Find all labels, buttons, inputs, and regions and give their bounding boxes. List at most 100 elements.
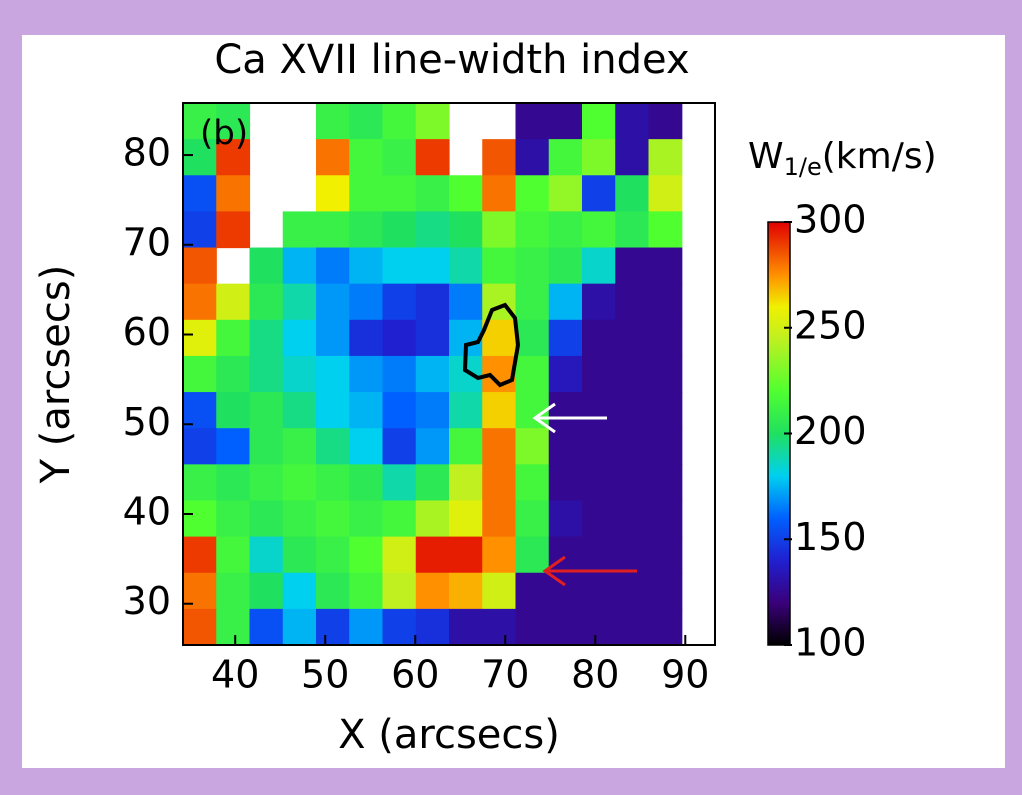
heatmap-cell [449, 175, 483, 212]
heatmap-cell [282, 319, 317, 357]
heatmap-cell [515, 211, 550, 249]
heatmap-cell [548, 103, 583, 140]
red-arrow [542, 555, 637, 587]
heatmap-cell [515, 247, 550, 285]
heatmap-cell [316, 283, 350, 321]
heatmap-cell [249, 572, 284, 610]
colorbar-tick-label: 100 [794, 621, 867, 665]
colorbar-label-sub: 1/e [784, 153, 822, 181]
heatmap-cell [648, 428, 683, 465]
y-tick-label: 80 [123, 131, 171, 175]
heatmap-cell [183, 392, 217, 429]
heatmap-cell [582, 428, 616, 465]
heatmap-cell [449, 392, 483, 429]
heatmap-cell [515, 355, 550, 393]
heatmap-cell [183, 355, 217, 393]
heatmap-cell [415, 536, 450, 574]
heatmap-cell [216, 608, 251, 646]
heatmap-cell [382, 608, 417, 646]
heatmap-cell [615, 536, 650, 574]
heatmap-cell [582, 139, 616, 176]
heatmap-cell [216, 175, 251, 212]
x-tick-label: 60 [391, 653, 439, 697]
heatmap-cell [282, 211, 317, 249]
heatmap-cell [548, 500, 583, 538]
contour [462, 302, 521, 388]
heatmap-cell [382, 428, 417, 465]
heatmap-cell [415, 500, 450, 538]
heatmap-cell [316, 500, 350, 538]
heatmap-cell [415, 428, 450, 465]
heatmap-cell [482, 175, 517, 212]
heatmap-cell [282, 283, 317, 321]
heatmap-cell [382, 500, 417, 538]
heatmap-cell [515, 536, 550, 574]
heatmap-cell [183, 608, 217, 646]
heatmap [183, 103, 683, 646]
colorbar-label-main: W [748, 136, 784, 177]
heatmap-cell [515, 428, 550, 465]
heatmap-cell [515, 464, 550, 502]
heatmap-cell [615, 500, 650, 538]
heatmap-cell [648, 103, 683, 140]
heatmap-cell [249, 608, 284, 646]
heatmap-cell [482, 500, 517, 538]
heatmap-cell [415, 572, 450, 610]
heatmap-cell [648, 392, 683, 429]
heatmap-cell [515, 500, 550, 538]
heatmap-cell [615, 392, 650, 429]
heatmap-cell [316, 211, 350, 249]
heatmap-cell [382, 211, 417, 249]
heatmap-cell [582, 608, 616, 646]
heatmap-cell [482, 428, 517, 465]
heatmap-cell [449, 500, 483, 538]
heatmap-cell [482, 247, 517, 285]
heatmap-cell [183, 139, 217, 176]
heatmap-cell [415, 392, 450, 429]
heatmap-cell [582, 103, 616, 140]
heatmap-cell [183, 103, 217, 140]
heatmap-cell [216, 392, 251, 429]
heatmap-cell [382, 464, 417, 502]
heatmap-cell [615, 319, 650, 357]
x-tick-label: 70 [481, 653, 529, 697]
heatmap-cell [282, 247, 317, 285]
heatmap-cell [515, 283, 550, 321]
heatmap-cell [415, 319, 450, 357]
heatmap-cell [183, 211, 217, 249]
x-tick-label: 40 [211, 653, 259, 697]
heatmap-cell [548, 211, 583, 249]
heatmap-cell [249, 392, 284, 429]
heatmap-cell [382, 536, 417, 574]
heatmap-cell [316, 355, 350, 393]
heatmap-cell [349, 536, 384, 574]
heatmap-cell [482, 392, 517, 429]
heatmap-cell [648, 464, 683, 502]
heatmap-cell [249, 464, 284, 502]
y-tick-label: 40 [123, 489, 171, 533]
plot-frame [182, 102, 716, 646]
colorbar-tick-label: 250 [794, 303, 867, 347]
y-axis-label: Y (arcsecs) [33, 265, 79, 485]
y-tick-label: 50 [123, 400, 171, 444]
heatmap-cell [183, 175, 217, 212]
heatmap-cell [648, 355, 683, 393]
heatmap-cell [582, 392, 616, 429]
heatmap-cell [382, 247, 417, 285]
heatmap-cell [449, 283, 483, 321]
heatmap-cell [582, 319, 616, 357]
heatmap-cell [482, 608, 517, 646]
heatmap-cell [582, 211, 616, 249]
heatmap-cell [249, 247, 284, 285]
heatmap-cell [615, 103, 650, 140]
heatmap-cell [216, 139, 251, 176]
heatmap-cell [582, 283, 616, 321]
heatmap-cell [648, 175, 683, 212]
heatmap-cell [282, 500, 317, 538]
heatmap-cell [615, 355, 650, 393]
heatmap-cell [615, 211, 650, 249]
heatmap-cell [548, 536, 583, 574]
heatmap-cell [648, 319, 683, 357]
heatmap-cell [449, 572, 483, 610]
heatmap-cell [415, 211, 450, 249]
